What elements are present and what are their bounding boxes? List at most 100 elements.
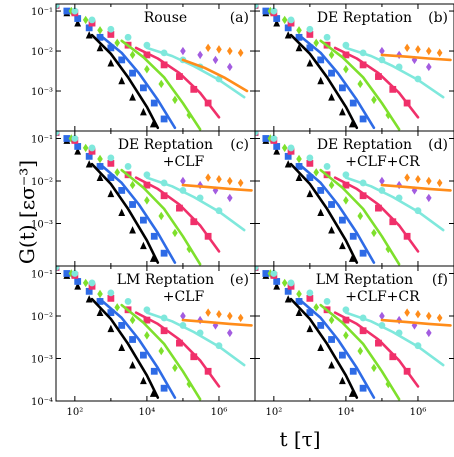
data-point-magenta — [342, 181, 350, 189]
data-point-cyan — [255, 266, 259, 271]
data-point-black — [96, 43, 104, 52]
series-black-markers — [56, 266, 157, 397]
curve-magenta — [333, 311, 420, 388]
data-point-green — [357, 79, 364, 89]
data-point-blue — [63, 7, 71, 15]
data-point-black — [118, 208, 126, 217]
series-purple-markers — [180, 46, 233, 72]
x-tick-label: 10⁴ — [139, 407, 156, 418]
data-point-green — [158, 79, 165, 89]
data-point-cyan — [287, 16, 295, 24]
panel-plot-area — [255, 131, 452, 266]
panel-c: 10⁻¹ 10⁻² 10⁻³ DE Reptation+CLF (c) — [31, 130, 256, 267]
curve-cyan — [145, 311, 246, 367]
series-orange-markers — [205, 173, 244, 188]
data-point-orange — [227, 176, 233, 186]
data-point-green — [328, 180, 335, 190]
curve-cyan — [344, 176, 445, 232]
curve-black — [90, 33, 160, 130]
curve-orange — [181, 183, 253, 192]
panel-plot-area — [56, 266, 253, 401]
data-point-green — [313, 168, 320, 177]
data-point-black — [140, 376, 147, 385]
series-orange-markers — [205, 43, 244, 58]
series-orange-markers — [404, 43, 443, 58]
data-point-black — [328, 361, 335, 369]
data-point-cyan — [306, 25, 314, 33]
panel-d: DE Reptation+CLF+CR (d) — [254, 130, 454, 267]
data-point-blue — [284, 287, 292, 295]
data-point-blue — [160, 115, 168, 123]
data-point-black — [107, 189, 115, 198]
data-point-orange — [426, 176, 432, 186]
panel-title: +CLF — [163, 289, 205, 305]
panel-title: Rouse — [144, 10, 187, 26]
data-point-black — [306, 59, 314, 67]
curve-green — [120, 303, 202, 401]
data-point-orange — [436, 48, 443, 58]
x-tick-label: 10⁶ — [211, 407, 228, 418]
data-point-orange — [216, 310, 222, 319]
data-point-purple — [212, 321, 219, 330]
panel-title: DE Reptation — [118, 137, 213, 153]
data-point-blue — [140, 216, 147, 224]
curve-black — [90, 162, 160, 264]
data-point-magenta — [389, 353, 397, 361]
data-point-blue — [306, 44, 314, 52]
data-point-green — [357, 346, 364, 356]
data-point-blue — [140, 84, 147, 92]
data-point-magenta — [107, 294, 115, 302]
curve-orange — [181, 318, 253, 327]
data-point-magenta — [176, 73, 183, 80]
curve-blue — [98, 297, 177, 399]
data-point-purple — [197, 180, 203, 190]
series-orange-markers — [404, 173, 443, 188]
data-point-green — [82, 278, 89, 288]
panel-title: +CLF+CR — [345, 154, 420, 170]
data-point-black — [317, 208, 325, 217]
data-point-purple — [180, 311, 186, 321]
data-point-green — [172, 363, 178, 373]
data-point-orange — [415, 310, 421, 319]
data-point-magenta — [176, 204, 183, 212]
data-point-green — [267, 134, 274, 143]
y-tick-label: 10⁻² — [31, 312, 53, 323]
data-point-blue — [359, 249, 367, 257]
panel-f: 10² 10⁴ 10⁶ LM Reptation+CLF+CR (f) — [254, 265, 454, 418]
data-point-green — [129, 315, 136, 325]
data-point-blue — [273, 278, 281, 285]
data-point-purple — [379, 46, 385, 56]
data-point-green — [129, 180, 136, 190]
data-point-green — [129, 50, 136, 60]
data-point-black — [96, 308, 104, 317]
data-point-blue — [317, 187, 325, 194]
data-point-blue — [74, 15, 82, 22]
data-point-green — [371, 363, 377, 373]
data-point-green — [158, 211, 165, 221]
data-point-black — [149, 254, 157, 262]
data-point-purple — [379, 176, 385, 186]
data-point-magenta — [176, 339, 183, 347]
data-point-cyan — [306, 289, 314, 297]
series-purple-markers — [180, 176, 233, 203]
data-point-green — [281, 15, 288, 25]
data-point-magenta — [306, 159, 314, 167]
data-point-purple — [411, 55, 418, 65]
data-point-blue — [317, 56, 325, 64]
data-point-cyan — [71, 135, 79, 142]
data-point-magenta — [160, 327, 168, 335]
curve-green — [319, 168, 401, 266]
data-point-cyan — [107, 154, 115, 162]
data-point-magenta — [306, 31, 314, 38]
panel-a: 10⁻¹ 10⁻² 10⁻³ Rouse (a) — [31, 3, 256, 132]
data-point-orange — [227, 46, 233, 56]
curve-green — [120, 168, 202, 266]
data-point-blue — [63, 270, 71, 277]
curve-magenta — [333, 176, 420, 253]
curve-orange — [380, 53, 452, 62]
data-point-blue — [328, 336, 335, 343]
panel-title: +CLF+CR — [345, 289, 420, 305]
curve-blue — [297, 297, 376, 399]
